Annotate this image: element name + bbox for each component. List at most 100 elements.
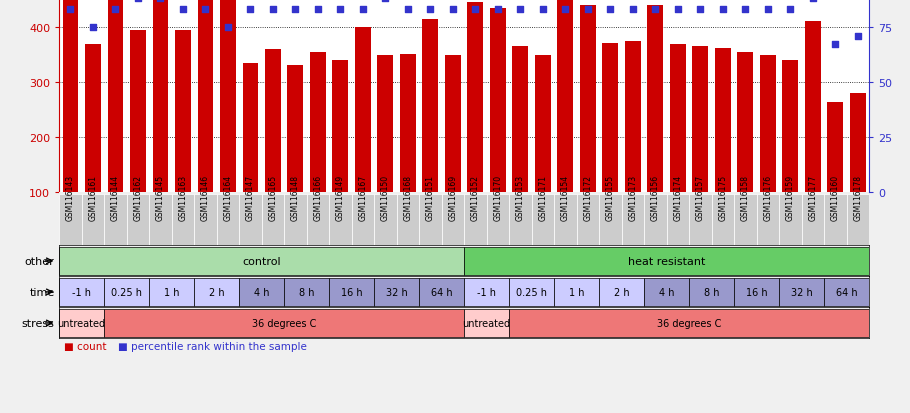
Bar xyxy=(288,66,303,192)
Bar xyxy=(779,278,824,306)
Text: GSM116154: GSM116154 xyxy=(561,174,570,220)
Text: 16 h: 16 h xyxy=(341,287,362,297)
Bar xyxy=(509,309,869,337)
Bar xyxy=(59,278,104,306)
Bar xyxy=(689,278,734,306)
Text: GSM116172: GSM116172 xyxy=(583,174,592,220)
Bar xyxy=(756,195,779,246)
Bar xyxy=(464,195,487,246)
Point xyxy=(648,7,662,14)
Bar xyxy=(284,278,329,306)
Point xyxy=(153,0,167,3)
Bar xyxy=(666,195,689,246)
Text: 8 h: 8 h xyxy=(703,287,719,297)
Bar xyxy=(107,0,123,192)
Point xyxy=(356,7,370,14)
Text: GSM116156: GSM116156 xyxy=(651,174,660,220)
Text: GSM116171: GSM116171 xyxy=(539,174,547,220)
Point xyxy=(243,7,258,14)
Bar xyxy=(644,195,666,246)
Text: GSM116144: GSM116144 xyxy=(111,174,120,220)
Bar xyxy=(712,195,734,246)
Bar xyxy=(464,309,509,337)
Text: stress: stress xyxy=(22,318,55,328)
Bar xyxy=(509,278,554,306)
Text: GSM116167: GSM116167 xyxy=(359,174,368,220)
Bar xyxy=(599,278,644,306)
Text: GSM116160: GSM116160 xyxy=(831,174,840,220)
Bar xyxy=(374,195,397,246)
Bar xyxy=(175,31,191,192)
Bar xyxy=(824,195,846,246)
Bar xyxy=(625,42,641,192)
Point xyxy=(625,7,640,14)
Text: GSM116173: GSM116173 xyxy=(628,174,637,220)
Bar xyxy=(85,45,101,192)
Point xyxy=(783,7,797,14)
Text: heat resistant: heat resistant xyxy=(628,256,705,266)
Bar xyxy=(242,64,258,192)
Text: GSM116163: GSM116163 xyxy=(178,174,187,220)
Bar xyxy=(397,195,420,246)
Bar xyxy=(378,56,393,192)
Text: GSM116155: GSM116155 xyxy=(606,174,615,220)
Point xyxy=(693,7,708,14)
Bar xyxy=(464,278,509,306)
Bar xyxy=(420,195,441,246)
Text: GSM116147: GSM116147 xyxy=(246,174,255,220)
Text: 2 h: 2 h xyxy=(208,287,225,297)
Bar xyxy=(554,278,599,306)
Bar xyxy=(580,6,596,192)
Text: 4 h: 4 h xyxy=(659,287,674,297)
Bar xyxy=(783,61,798,192)
Point xyxy=(715,7,730,14)
Point xyxy=(176,7,190,14)
Bar xyxy=(261,195,284,246)
Text: 64 h: 64 h xyxy=(835,287,857,297)
Point xyxy=(310,7,325,14)
Bar xyxy=(512,47,528,192)
Point xyxy=(603,7,618,14)
Bar xyxy=(468,3,483,192)
Text: 0.25 h: 0.25 h xyxy=(111,287,142,297)
Bar xyxy=(577,195,599,246)
Bar xyxy=(824,278,869,306)
Bar xyxy=(802,195,824,246)
Point xyxy=(805,0,820,3)
Bar xyxy=(599,195,622,246)
Bar xyxy=(558,0,573,192)
Bar xyxy=(197,0,213,192)
Bar xyxy=(265,50,281,192)
Text: GSM116174: GSM116174 xyxy=(673,174,682,220)
Point xyxy=(828,42,843,49)
Bar xyxy=(149,278,194,306)
Text: 16 h: 16 h xyxy=(746,287,767,297)
Bar xyxy=(329,278,374,306)
Point xyxy=(558,7,572,14)
Text: 32 h: 32 h xyxy=(791,287,813,297)
Bar xyxy=(422,20,439,192)
Bar xyxy=(850,94,865,192)
Bar xyxy=(194,195,217,246)
Point xyxy=(198,7,213,14)
Text: GSM116146: GSM116146 xyxy=(201,174,210,220)
Point xyxy=(288,7,303,14)
Text: 2 h: 2 h xyxy=(613,287,630,297)
Bar xyxy=(490,9,506,192)
Text: GSM116178: GSM116178 xyxy=(854,174,863,220)
Point xyxy=(446,7,460,14)
Bar xyxy=(310,52,326,192)
Bar xyxy=(153,0,168,192)
Bar xyxy=(846,195,869,246)
Text: GSM116157: GSM116157 xyxy=(696,174,705,220)
Text: GSM116151: GSM116151 xyxy=(426,174,435,220)
Bar xyxy=(59,247,464,275)
Text: 1 h: 1 h xyxy=(569,287,584,297)
Text: 36 degrees C: 36 degrees C xyxy=(252,318,317,328)
Point xyxy=(333,7,348,14)
Bar xyxy=(737,52,753,192)
Point xyxy=(220,25,235,31)
Bar xyxy=(104,195,126,246)
Text: ■ count: ■ count xyxy=(64,341,106,351)
Bar xyxy=(82,195,104,246)
